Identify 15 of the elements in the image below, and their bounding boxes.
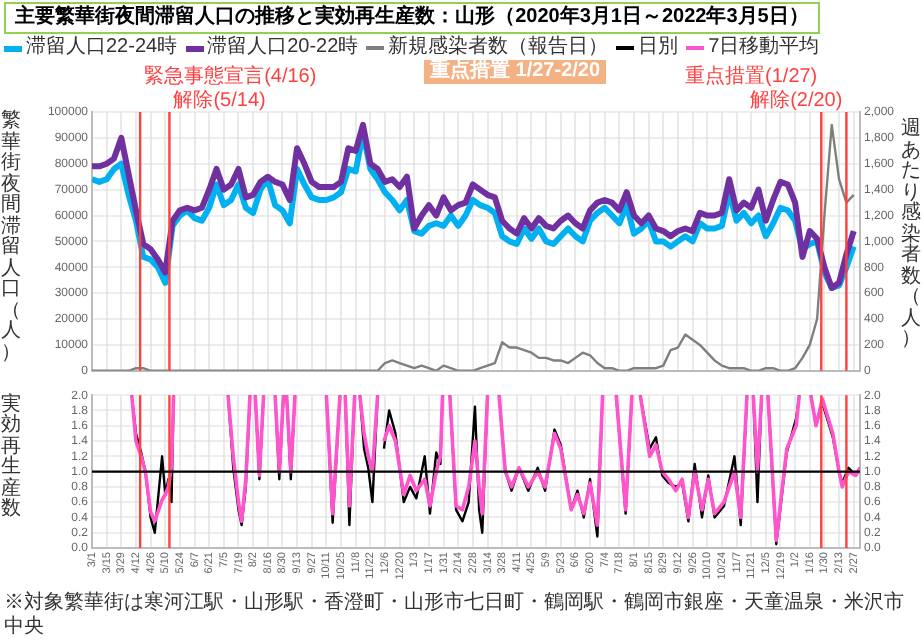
text: 週あたり感染者数（人） (901, 118, 921, 350)
legend-label: 滞留人口22-24時 (26, 36, 178, 60)
legend-label: 日別 (638, 36, 679, 60)
legend-label: 新規感染者数（報告日） (388, 36, 609, 60)
ref-line-label: 重点措置(1/27) (685, 64, 818, 88)
chart-title: 主要繁華街夜間滞留人口の推移と実効再生産数：山形（2020年3月1日～2022年3月5日） (4, 2, 820, 34)
ref-line-label: 解除(2/20) (750, 88, 843, 112)
legend-label: 滞留人口20-22時 (207, 36, 359, 60)
ref-line-label: 緊急事態宣言(4/16) (144, 64, 317, 88)
text: 繁華街夜間滞留人口（人） (1, 110, 21, 363)
y-axis-title: 実効再生産数 (0, 393, 22, 522)
text: ※対象繁華街は寒河江駅・山形駅・香澄町・山形市七日町・鶴岡駅・鶴岡市銀座・天童温泉・米沢市中央 (4, 592, 906, 640)
text: 重点措置 1/27-2/20 (424, 60, 607, 84)
legend-label: 7日移動平均 (708, 36, 820, 60)
ref-line-label: 解除(5/14) (173, 88, 266, 112)
